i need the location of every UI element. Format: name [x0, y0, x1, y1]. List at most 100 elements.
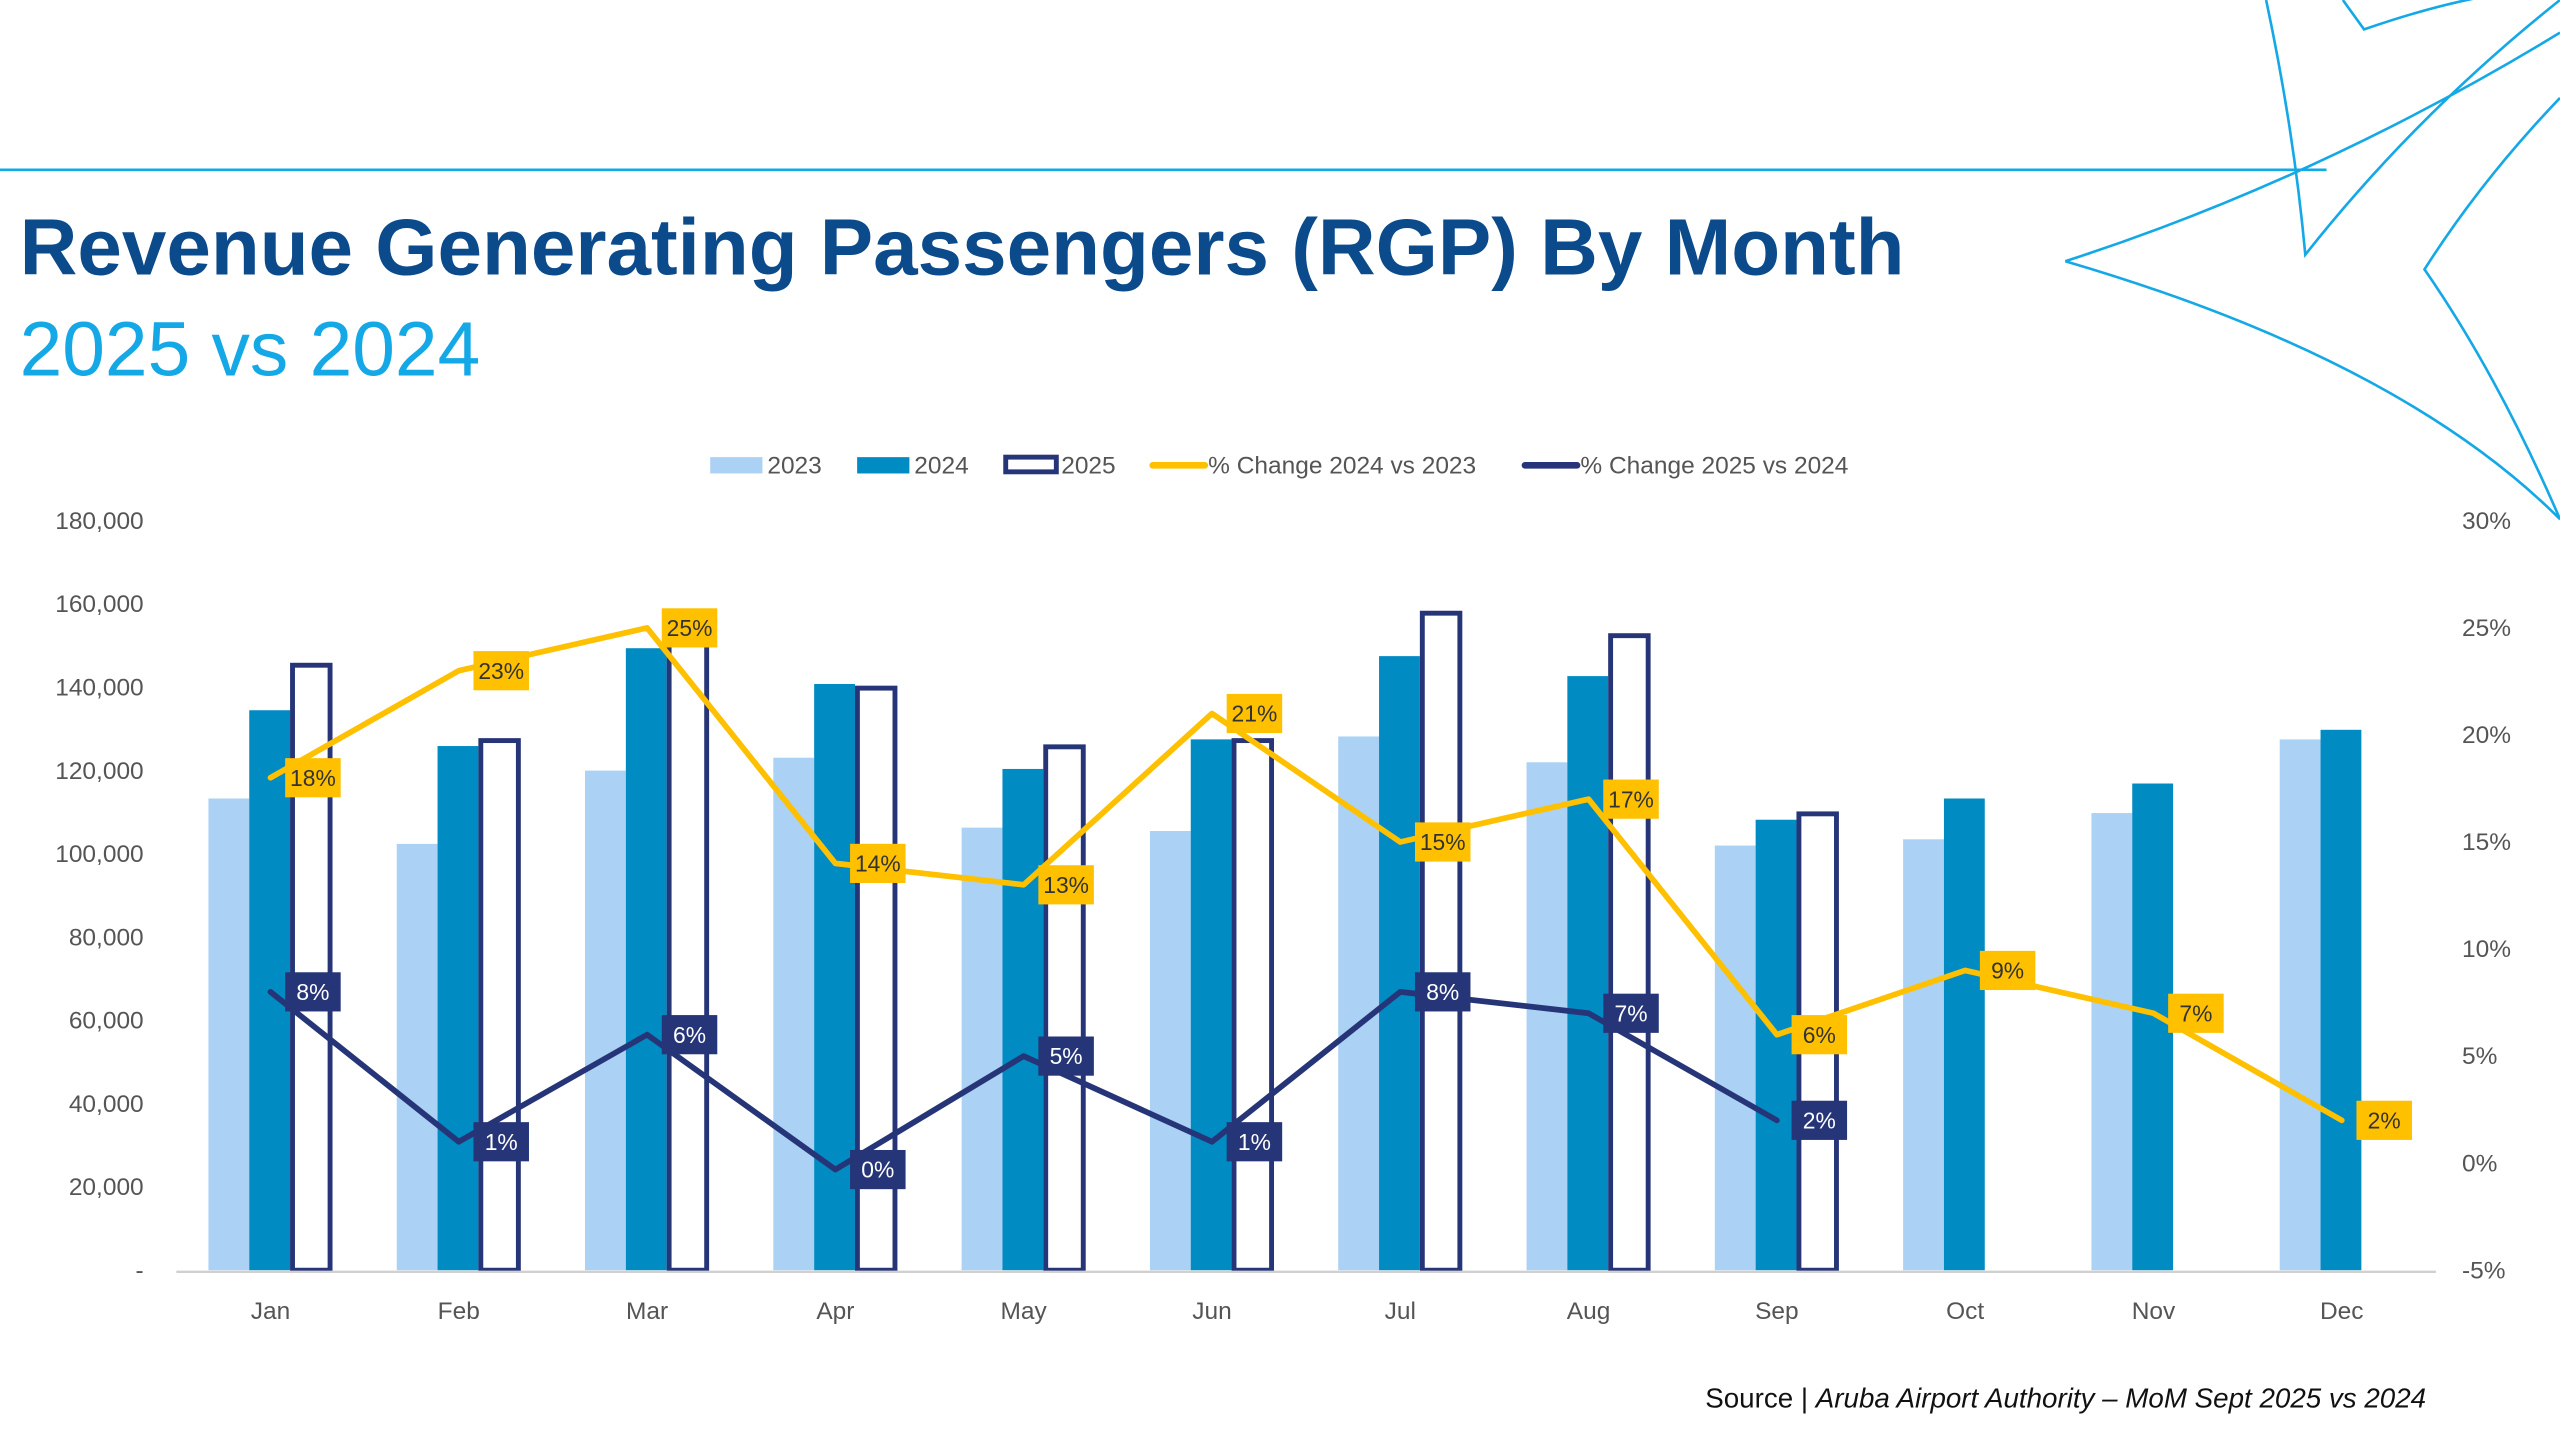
x-axis-label-Dec: Dec	[2320, 1298, 2364, 1325]
left-axis-tick: 160,000	[55, 591, 143, 618]
source-text: Aruba Airport Authority – MoM Sept 2025 …	[1814, 1382, 2426, 1413]
bar-2024-Apr	[814, 684, 855, 1271]
bar-2024-Mar	[625, 648, 667, 1271]
right-axis-tick: 0%	[2462, 1150, 2497, 1177]
x-axis-label-Sep: Sep	[1755, 1298, 1799, 1325]
data-label-bg	[2168, 993, 2224, 1033]
right-axis-tick: -5%	[2462, 1257, 2506, 1284]
bar-2024-Dec	[2320, 729, 2362, 1271]
x-axis-label-Oct: Oct	[1946, 1298, 1984, 1325]
data-label-pct-2025-Feb: 1%	[485, 1129, 518, 1155]
data-label-bg	[2356, 1100, 2412, 1140]
source-prefix: Source |	[1705, 1382, 1816, 1413]
right-axis: -5% 0% 5% 10% 15% 20% 25% 30%	[2462, 508, 2511, 1284]
left-axis-tick: 140,000	[55, 675, 143, 702]
data-label-bg	[1414, 972, 1471, 1012]
data-label-pct-2024-Aug: 17%	[1608, 786, 1654, 812]
left-axis-tick: 20,000	[69, 1174, 144, 1201]
bar-2025-Mar	[666, 609, 710, 1273]
bar-2024-Oct	[1943, 798, 1985, 1271]
data-label-bg	[473, 1122, 529, 1162]
legend-label-2025: 2025	[1061, 452, 1115, 479]
data-label-pct-2025-Aug: 7%	[1615, 1000, 1648, 1026]
left-axis-tick: -	[136, 1257, 144, 1284]
data-label-pct-2024-Jan: 18%	[290, 765, 336, 791]
data-label-pct-2024-Apr: 14%	[855, 851, 901, 877]
x-axis-label-Feb: Feb	[438, 1298, 480, 1325]
data-label-bg	[1979, 950, 2036, 991]
data-label-pct-2025-Jul: 8%	[1426, 979, 1459, 1005]
right-axis-tick: 25%	[2462, 615, 2511, 642]
x-axis-label-Apr: Apr	[816, 1298, 854, 1325]
data-label-pct-2025-Jun: 1%	[1238, 1129, 1271, 1155]
bar-2025-Feb	[478, 738, 521, 1273]
data-label-pct-2024-May: 13%	[1043, 872, 1089, 898]
decorative-star-lines	[0, 0, 2560, 521]
bar-2023-Jun	[1149, 830, 1191, 1271]
bar-2024-Nov	[2132, 783, 2174, 1271]
legend-swatch-2023	[710, 457, 763, 474]
bar-2024-Feb	[437, 746, 479, 1271]
bar-2023-Mar	[585, 770, 626, 1271]
data-label-bg	[850, 1149, 906, 1190]
legend-label-pct-2024: % Change 2024 vs 2023	[1208, 452, 1476, 479]
bar-2025-May	[1043, 744, 1086, 1273]
data-label-bg	[285, 972, 341, 1012]
bar-2023-Sep	[1714, 845, 1756, 1271]
line-pct-2025-vs-2024	[267, 989, 1780, 1173]
data-label-pct-2025-May: 5%	[1050, 1043, 1083, 1069]
data-label-bg	[1603, 993, 1659, 1033]
left-axis-tick: 40,000	[69, 1091, 144, 1118]
bar-2024-Jun	[1190, 739, 1232, 1271]
bar-2023-Apr	[773, 757, 815, 1271]
data-label-bg	[1414, 822, 1471, 862]
data-label-pct-2024-Oct: 9%	[1991, 958, 2024, 984]
bar-2025-Jul	[1419, 610, 1463, 1273]
source-note: Source | Aruba Airport Authority – MoM S…	[1705, 1382, 2426, 1413]
left-axis-tick: 80,000	[69, 924, 144, 951]
bars	[208, 609, 2362, 1273]
x-axis-label-Mar: Mar	[626, 1298, 668, 1325]
left-axis-tick: 60,000	[69, 1008, 144, 1035]
bar-2025-Jun	[1231, 738, 1275, 1273]
data-label-bg	[1226, 1122, 1283, 1162]
bar-2025-Aug	[1608, 633, 1651, 1273]
data-label-pct-2024-Sep: 6%	[1803, 1022, 1836, 1048]
x-axis-label-Jul: Jul	[1385, 1298, 1416, 1325]
data-label-pct-2024-Feb: 23%	[478, 658, 524, 684]
left-axis-tick: 180,000	[55, 508, 143, 535]
data-label-bg	[285, 758, 341, 798]
data-label-pct-2024-Mar: 25%	[667, 615, 713, 641]
page-title: Revenue Generating Passengers (RGP) By M…	[20, 202, 1905, 291]
bar-2024-May	[1002, 768, 1044, 1271]
lines	[267, 625, 2345, 1173]
bar-2024-Jul	[1379, 656, 1420, 1271]
bar-2023-Aug	[1526, 762, 1568, 1271]
bar-2023-Feb	[396, 843, 438, 1271]
data-label-bg	[850, 843, 906, 883]
data-label-bg	[1226, 693, 1283, 734]
bar-2023-Nov	[2091, 813, 2133, 1271]
right-axis-tick: 10%	[2462, 936, 2511, 963]
data-label-bg	[1038, 1036, 1094, 1076]
x-axis-label-Aug: Aug	[1567, 1298, 1611, 1325]
right-axis-tick: 5%	[2462, 1043, 2497, 1070]
legend-label-2024: 2024	[914, 452, 968, 479]
x-axis-label-May: May	[1001, 1298, 1048, 1325]
data-label-pct-2024-Nov: 7%	[2179, 1000, 2212, 1026]
right-axis-tick: 30%	[2462, 508, 2511, 535]
x-axis-label-Jun: Jun	[1192, 1298, 1231, 1325]
data-label-pct-2024-Dec: 2%	[2368, 1107, 2401, 1133]
data-label-pct-2025-Mar: 6%	[673, 1022, 706, 1048]
legend-swatch-2025	[1003, 454, 1059, 475]
left-axis: - 20,000 40,000 60,000 80,000 100,000 120,000 1…	[55, 508, 143, 1284]
data-label-pct-2025-Apr: 0%	[861, 1157, 894, 1183]
data-label-pct-2025-Sep: 2%	[1803, 1107, 1836, 1133]
data-label-bg	[1791, 1015, 1848, 1055]
data-label-bg	[661, 608, 718, 648]
data-label-pct-2025-Jan: 8%	[296, 979, 329, 1005]
data-label-bg	[473, 651, 529, 691]
x-axis-labels: Jan Feb Mar Apr May Jun Jul Aug Sep Oct Nov Dec	[251, 1298, 2364, 1325]
data-label-bg	[1038, 865, 1094, 905]
